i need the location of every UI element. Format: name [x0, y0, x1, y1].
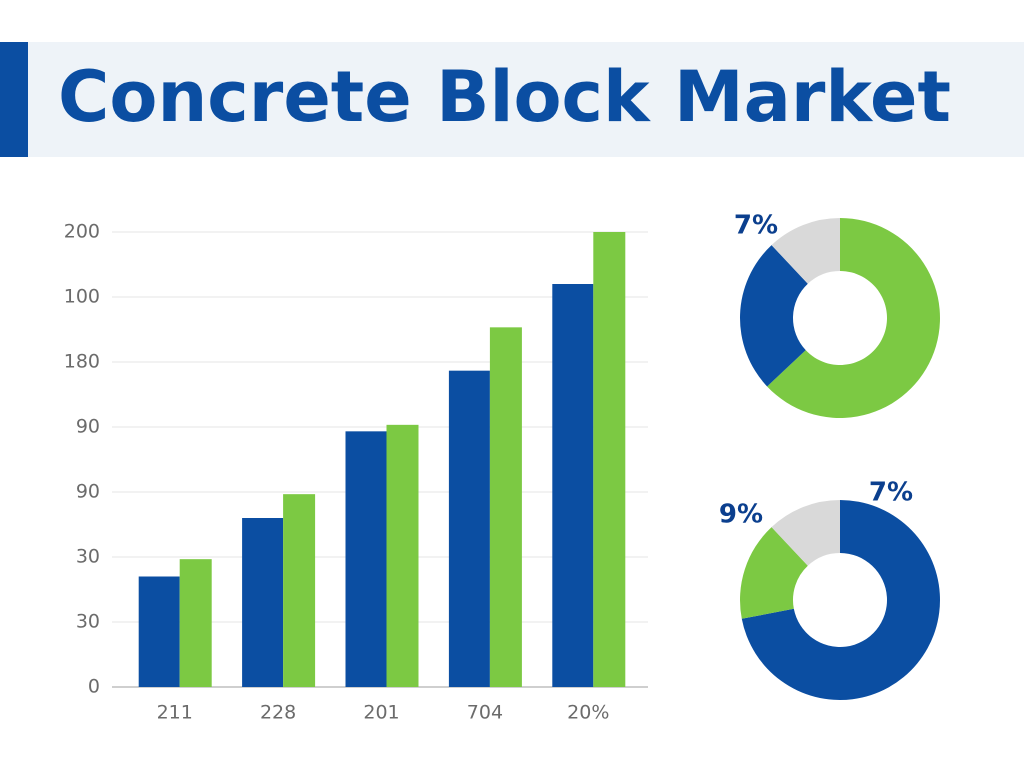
- bar: [489, 327, 522, 687]
- x-tick-label: 704: [467, 702, 503, 724]
- y-tick-label: 30: [76, 546, 100, 568]
- pie-annotation: 7%: [734, 211, 778, 241]
- bar: [138, 576, 180, 687]
- y-tick-label: 180: [64, 351, 100, 373]
- y-tick-label: 90: [76, 416, 100, 438]
- y-tick-label: 30: [76, 611, 100, 633]
- bar: [386, 424, 419, 687]
- pie-slice: [767, 218, 941, 419]
- x-tick-label: 201: [363, 702, 399, 724]
- x-tick-label: 211: [157, 702, 193, 724]
- pie-slice: [741, 500, 941, 700]
- y-tick-label: 100: [64, 286, 100, 308]
- pie-slice: [740, 527, 808, 619]
- pie-annotation: 7%: [869, 478, 913, 508]
- bar: [242, 518, 284, 687]
- bar: [448, 370, 490, 687]
- title-accent: [0, 42, 28, 157]
- y-tick-label: 200: [64, 221, 100, 243]
- pie-slice: [739, 245, 808, 387]
- bar: [552, 284, 594, 687]
- y-tick-label: 0: [88, 676, 100, 698]
- x-tick-label: 20%: [567, 702, 609, 724]
- pie-annotation: 9%: [719, 500, 763, 530]
- bar: [345, 431, 387, 687]
- bar: [593, 232, 626, 687]
- pie-slice: [771, 500, 840, 566]
- x-tick-label: 228: [260, 702, 296, 724]
- pie-slice: [771, 218, 840, 284]
- title-band: [0, 42, 1024, 157]
- bar: [283, 494, 316, 687]
- chart-title: Concrete Block Market: [58, 56, 951, 138]
- y-tick-label: 90: [76, 481, 100, 503]
- bar: [179, 559, 212, 687]
